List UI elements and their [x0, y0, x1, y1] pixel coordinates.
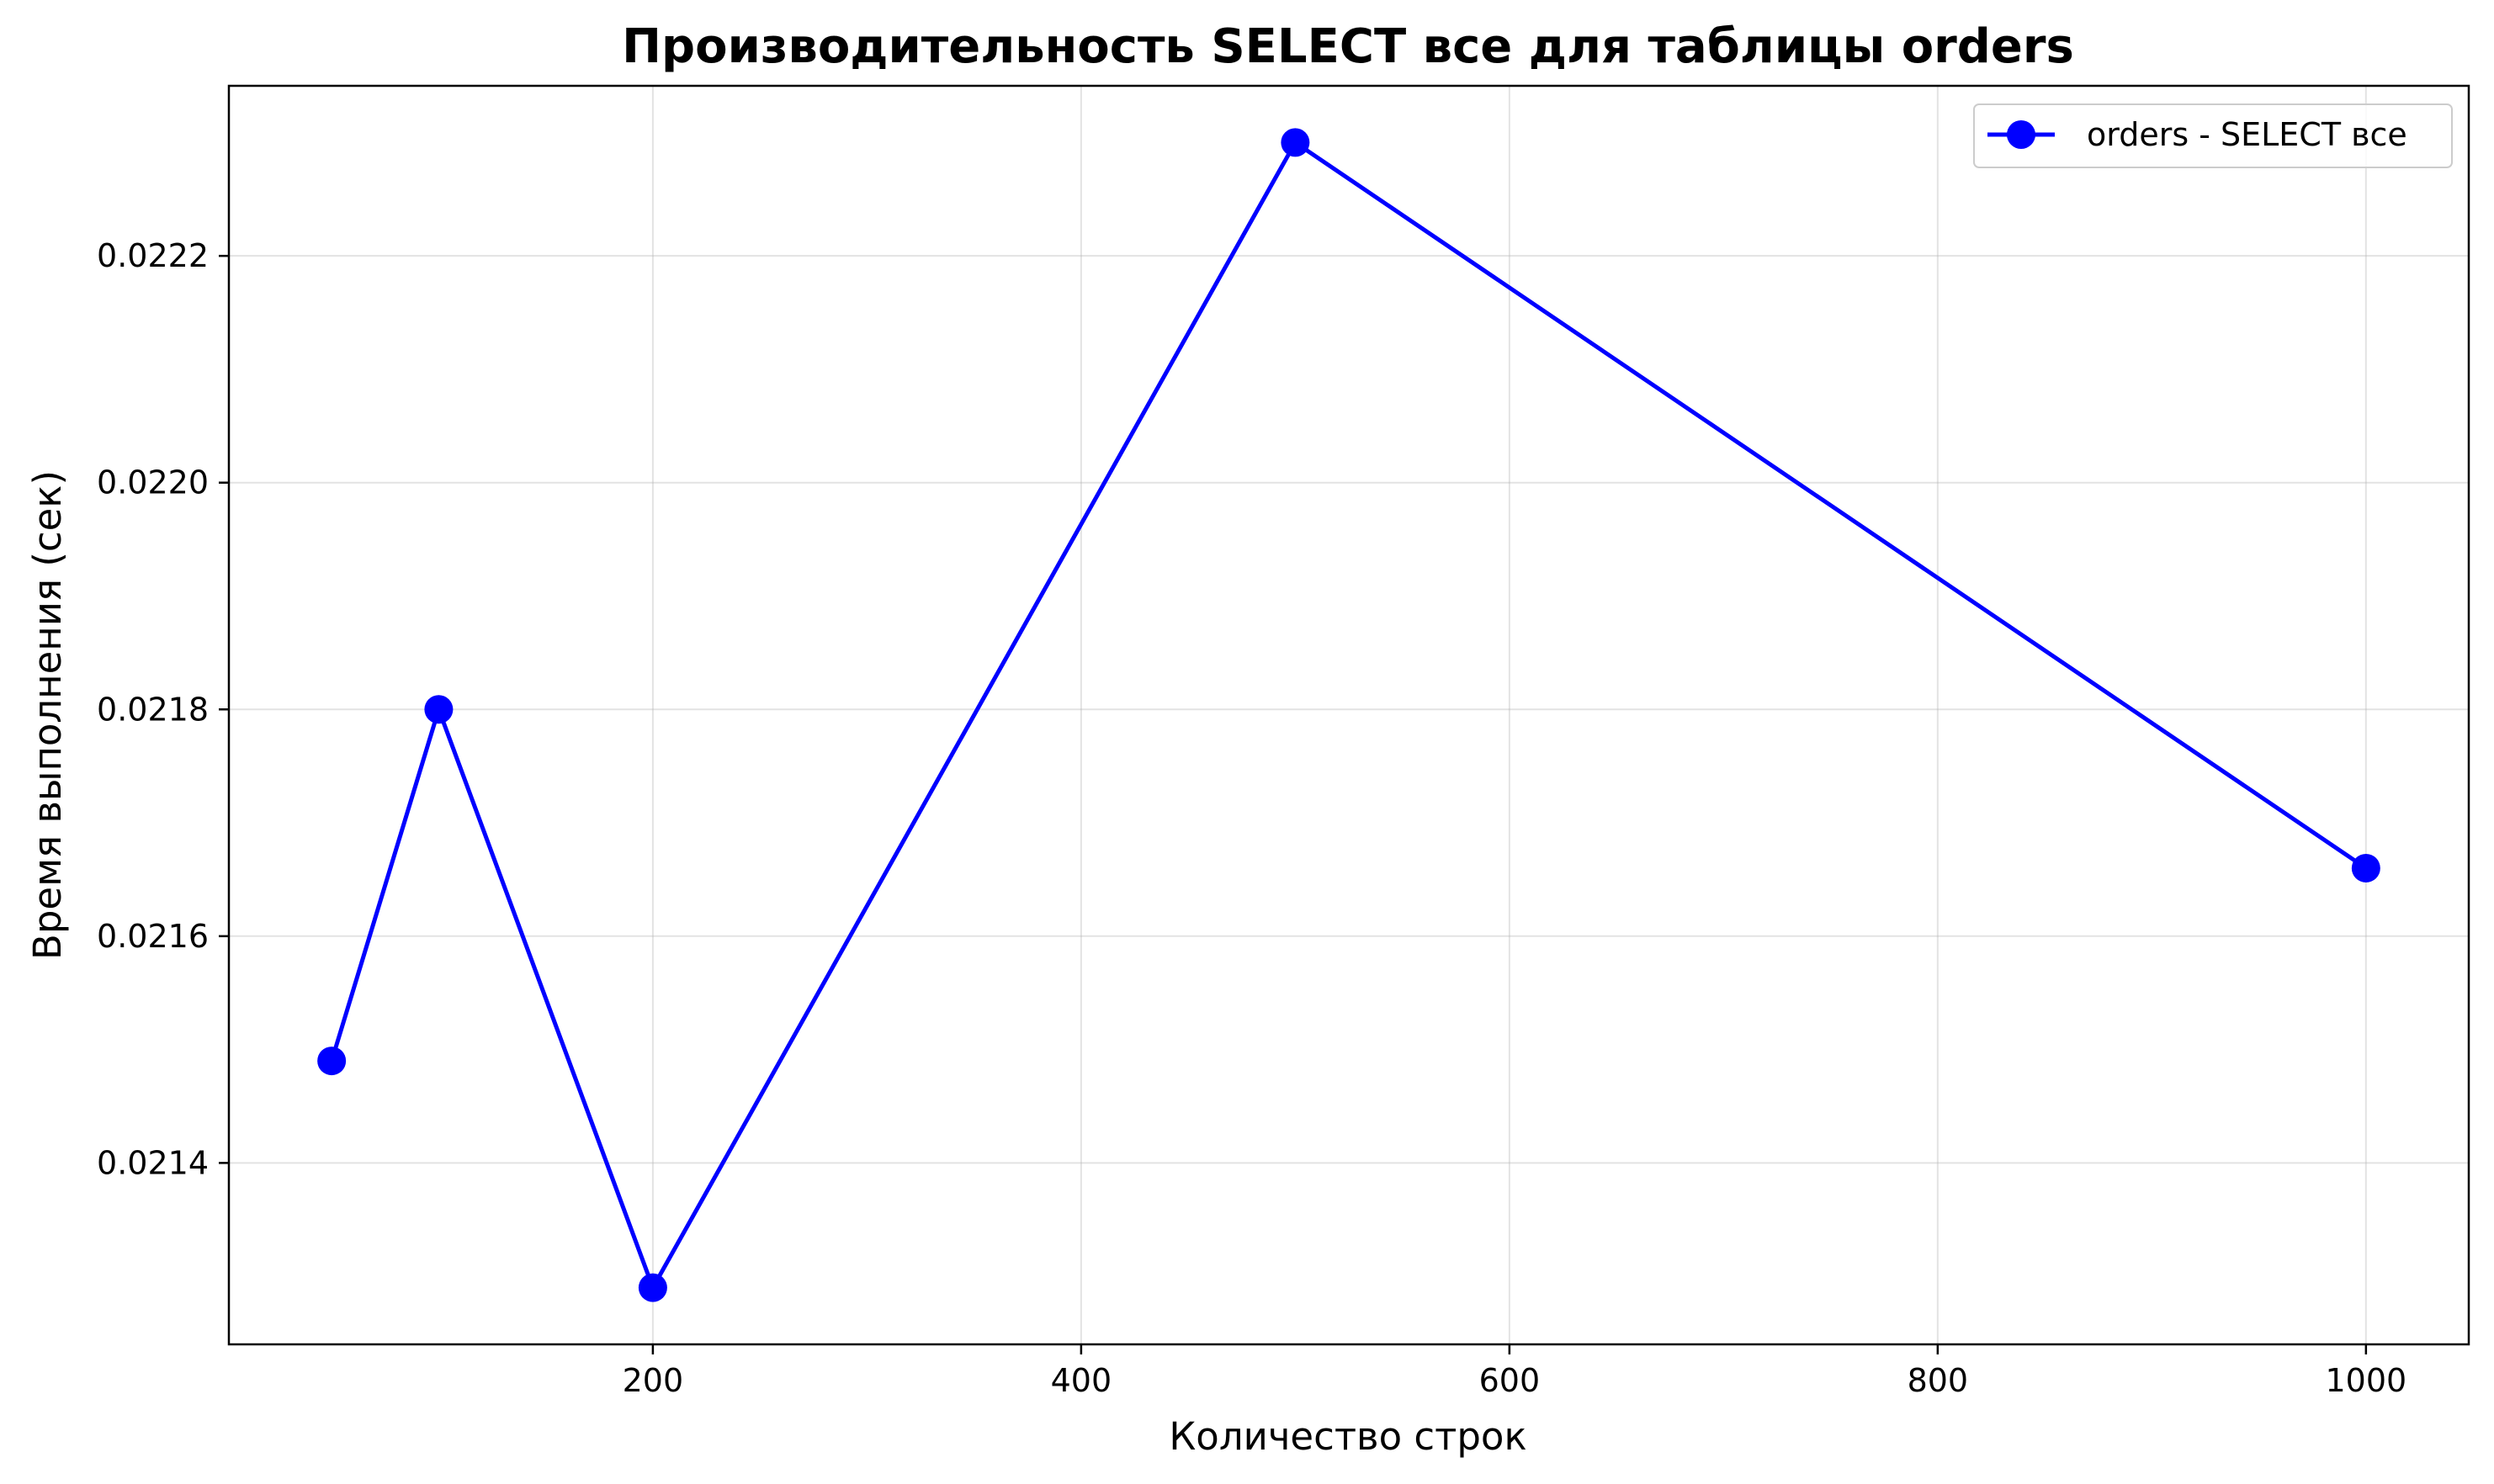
legend-label: orders - SELECT все	[2087, 116, 2407, 153]
x-tick-label: 1000	[2325, 1362, 2406, 1399]
plot-area-frame	[227, 84, 2470, 1346]
data-point	[1281, 128, 1310, 157]
x-tick-label: 800	[1908, 1362, 1969, 1399]
y-tick-label: 0.0214	[97, 1144, 209, 1181]
y-tick-label: 0.0216	[97, 918, 209, 955]
chart-title: Производительность SELECT все для таблиц…	[622, 19, 2074, 74]
x-tick-label: 200	[623, 1362, 684, 1399]
x-axis: 200 400 600 800 1000	[623, 1344, 2406, 1399]
data-point	[2351, 853, 2380, 882]
y-tick-label: 0.0220	[97, 464, 209, 501]
x-tick-label: 600	[1479, 1362, 1541, 1399]
legend-box	[1973, 103, 2453, 168]
x-axis-label: Количество строк	[1169, 1414, 1526, 1459]
data-point	[317, 1047, 347, 1076]
grid	[229, 86, 2469, 1344]
y-tick-label: 0.0218	[97, 691, 209, 728]
plot-series	[317, 128, 2380, 1302]
data-point	[424, 695, 454, 724]
legend: orders - SELECT все	[1973, 103, 2453, 168]
x-tick-label: 400	[1051, 1362, 1112, 1399]
y-axis-label: Время выполнения (сек)	[25, 470, 70, 960]
y-tick-label: 0.0222	[97, 237, 209, 274]
data-point	[638, 1273, 667, 1302]
legend-marker-swatch	[2007, 120, 2035, 149]
y-axis: 0.0214 0.0216 0.0218 0.0220 0.0222	[97, 237, 229, 1181]
